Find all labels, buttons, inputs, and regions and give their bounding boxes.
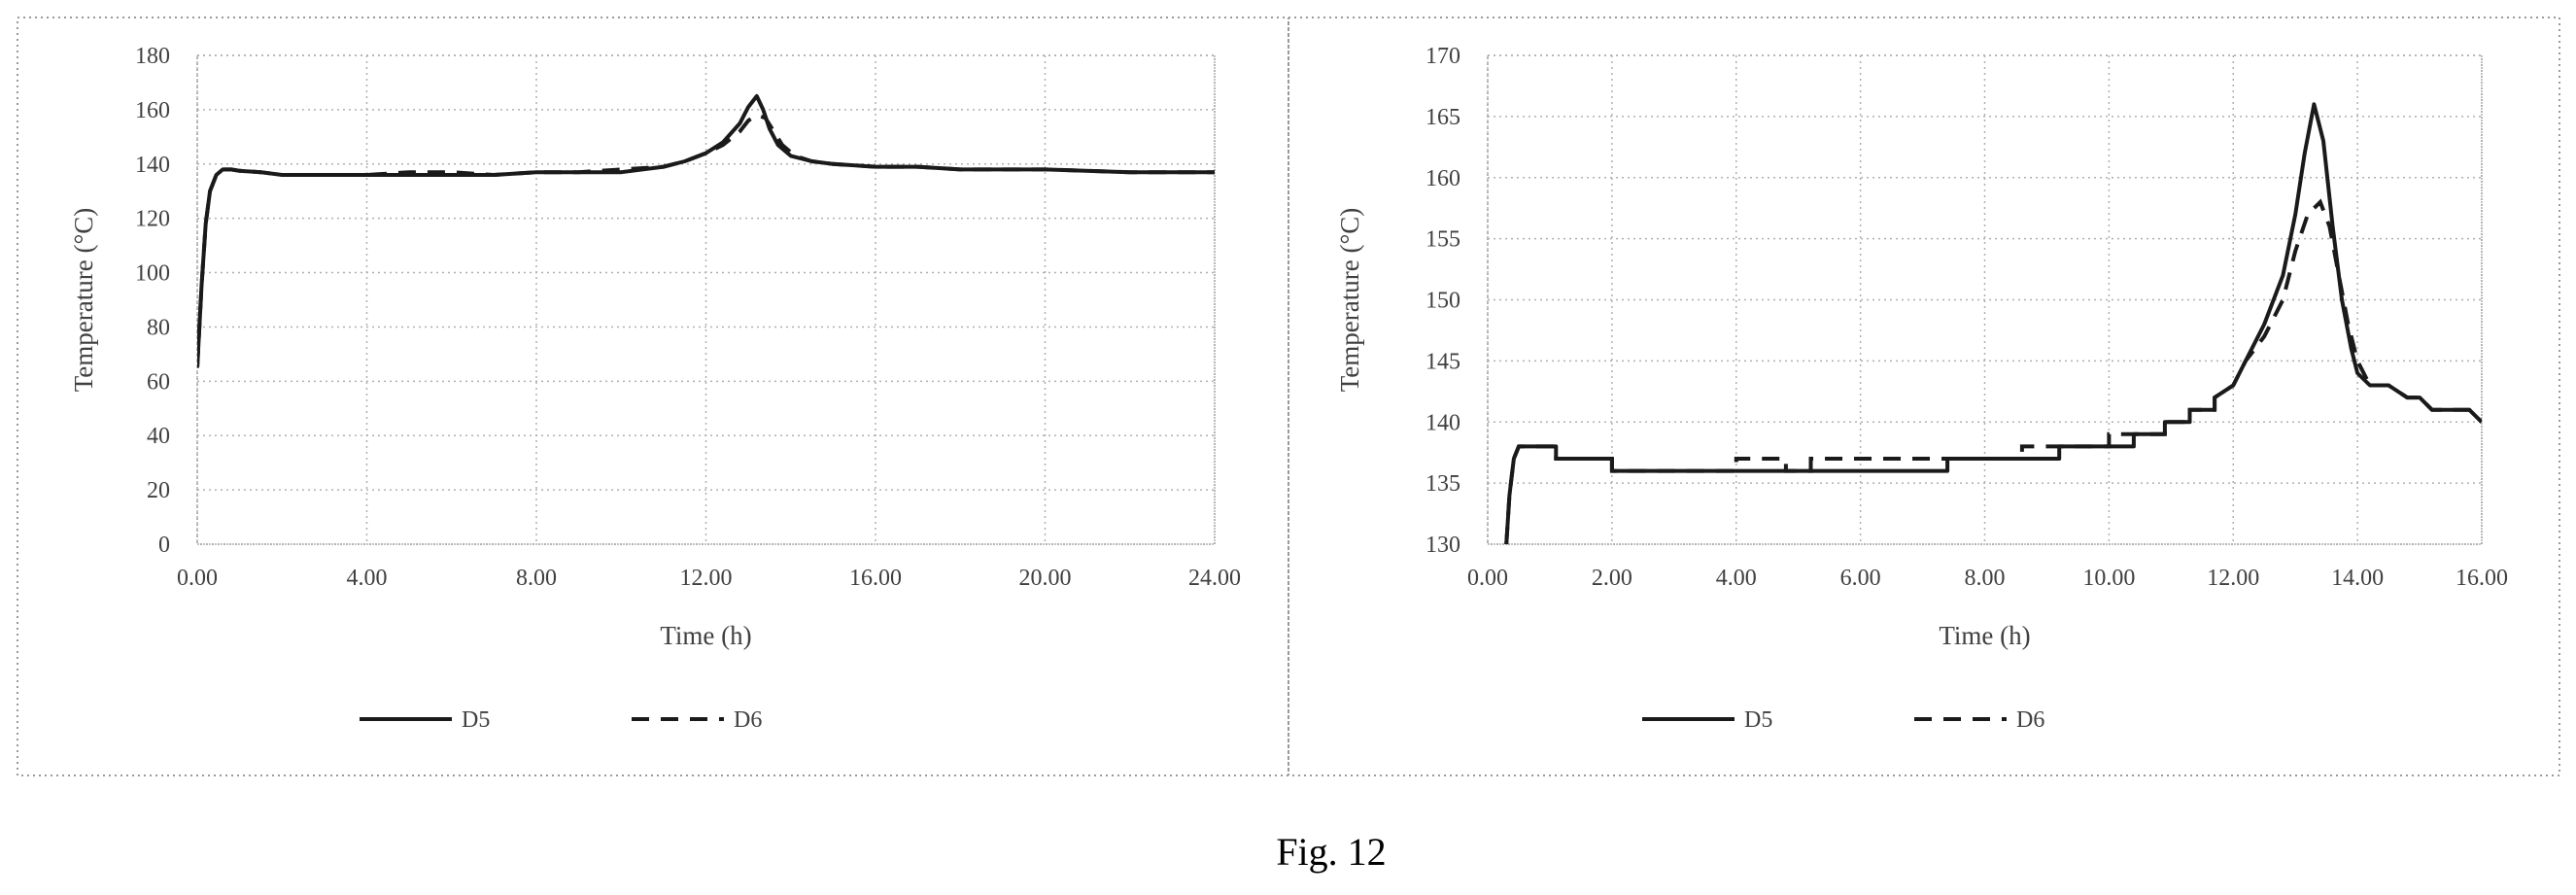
y-tick-label: 160: [1425, 166, 1460, 191]
x-tick-label: 4.00: [1716, 566, 1757, 591]
y-tick-label: 60: [147, 369, 170, 395]
y-tick-label: 180: [135, 44, 170, 69]
y-tick-label: 145: [1425, 349, 1460, 374]
x-tick-label: 12.00: [2207, 566, 2259, 591]
y-tick-label: 135: [1425, 471, 1460, 497]
x-axis-title: Time (h): [1939, 621, 2030, 650]
figure-caption: Fig. 12: [1276, 830, 1386, 874]
y-tick-label: 100: [135, 261, 170, 287]
x-tick-label: 0.00: [1467, 566, 1508, 591]
x-tick-label: 16.00: [2456, 566, 2508, 591]
x-tick-label: 6.00: [1840, 566, 1881, 591]
legend-label-d6: D6: [734, 707, 762, 733]
x-tick-label: 8.00: [516, 566, 557, 591]
chart-right: 130 135 140 145 150 155 160 165 170 0.00 2.00 4.00 6…: [1288, 17, 2560, 776]
y-tick-label: 130: [1425, 533, 1460, 558]
chart-left: 0 20 40 60 80 100 120 140 160 180 0.00 4.00 8.00 12.0…: [17, 17, 1289, 776]
x-tick-label: 12.00: [680, 566, 733, 591]
y-tick-label: 170: [1425, 44, 1460, 69]
legend-label-d5: D5: [462, 707, 490, 733]
y-axis-title: Temperature (°C): [69, 208, 98, 393]
x-tick-label: 14.00: [2331, 566, 2384, 591]
x-tick-label: 10.00: [2082, 566, 2135, 591]
x-tick-label: 0.00: [177, 566, 218, 591]
chart-frame: [1288, 17, 2560, 776]
legend-label-d5: D5: [1744, 707, 1772, 733]
x-axis-title: Time (h): [660, 621, 751, 650]
y-tick-label: 80: [147, 315, 170, 340]
legend-label-d6: D6: [2016, 707, 2044, 733]
y-tick-label: 140: [1425, 410, 1460, 435]
x-tick-label: 8.00: [1965, 566, 2006, 591]
series-line-d6: [197, 113, 1215, 368]
y-tick-label: 0: [158, 533, 170, 558]
x-tick-label: 4.00: [347, 566, 388, 591]
series-line-d5: [1504, 102, 2482, 545]
y-tick-label: 160: [135, 98, 170, 123]
y-tick-label: 155: [1425, 227, 1460, 253]
y-tick-label: 165: [1425, 105, 1460, 130]
y-tick-label: 120: [135, 207, 170, 232]
chart-frame: [17, 17, 1289, 776]
y-tick-label: 150: [1425, 289, 1460, 314]
x-tick-label: 16.00: [849, 566, 902, 591]
series-line-d6: [1504, 198, 2482, 545]
x-tick-label: 24.00: [1188, 566, 1241, 591]
y-tick-label: 40: [147, 424, 170, 449]
x-tick-label: 2.00: [1592, 566, 1632, 591]
y-tick-label: 20: [147, 478, 170, 503]
y-tick-label: 140: [135, 153, 170, 178]
y-axis-title: Temperature (°C): [1335, 208, 1364, 393]
x-tick-label: 20.00: [1019, 566, 1072, 591]
